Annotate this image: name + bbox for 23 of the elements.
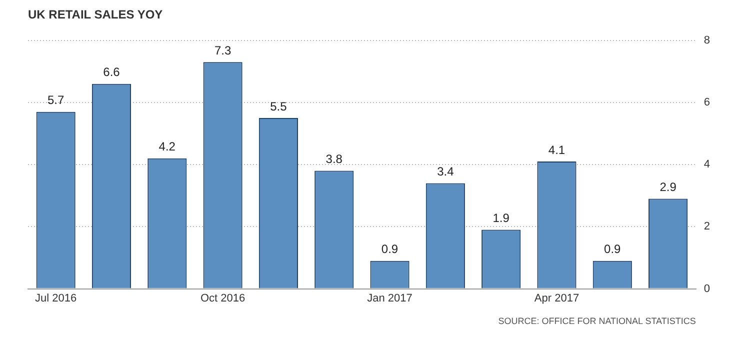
x-tick-label: Apr 2017 [534, 292, 580, 304]
data-label: 7.3 [214, 43, 232, 58]
data-label: 4.1 [548, 142, 566, 157]
y-tick-label: 0 [704, 282, 710, 295]
y-tick-label: 8 [704, 34, 710, 46]
source-note: SOURCE: OFFICE FOR NATIONAL STATISTICS [498, 316, 696, 326]
y-tick-label: 6 [704, 96, 710, 109]
data-label: 1.9 [492, 211, 510, 226]
data-label: 0.9 [604, 242, 622, 256]
chart-title: UK RETAIL SALES YOY [28, 8, 163, 22]
data-label: 4.2 [158, 140, 176, 154]
data-label: 6.6 [103, 65, 120, 80]
data-label: 3.4 [437, 164, 454, 179]
x-tick-label: Oct 2016 [200, 292, 246, 304]
x-tick-label: Jan 2017 [367, 292, 412, 304]
y-tick-label: 2 [704, 220, 710, 233]
y-tick-label: 4 [704, 158, 710, 171]
data-label: 3.8 [326, 152, 343, 166]
x-tick-label: Jul 2016 [35, 292, 77, 304]
data-label: 0.9 [381, 242, 398, 256]
data-label: 2.9 [660, 180, 677, 194]
data-label: 5.5 [270, 99, 288, 114]
data-label: 5.7 [47, 93, 64, 108]
